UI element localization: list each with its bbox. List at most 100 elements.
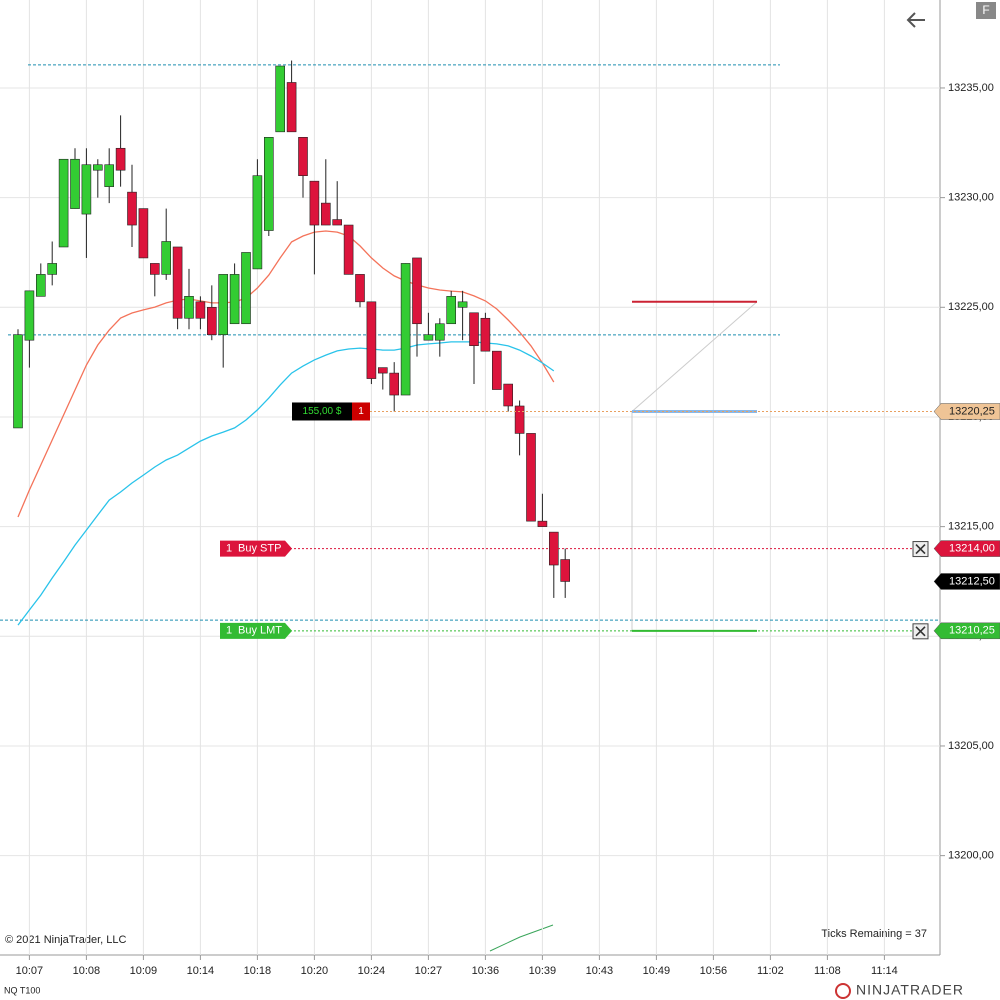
candle-body [275,65,286,133]
candle-body [537,520,548,527]
candle-body [491,350,502,390]
back-arrow[interactable] [906,12,925,28]
candle-body [172,246,183,319]
position-pnl: 155,00 $ [303,406,342,417]
x-tick-label: 10:08 [73,965,101,977]
candle-body [457,301,468,308]
order-qty: 1 [226,542,232,554]
order-price-tag [933,540,1000,557]
candle-body [195,301,206,319]
x-tick-label: 10:14 [187,965,215,977]
candle-body [286,82,297,133]
candle-body [412,257,422,325]
candle-body [503,383,514,407]
x-tick-label: 11:08 [814,965,841,977]
y-tick-label: 13225,00 [948,301,994,313]
x-tick-label: 10:20 [301,965,329,977]
copyright: © 2021 NinjaTrader, LLC [5,934,126,946]
x-tick-label: 11:02 [757,965,784,977]
candle-body [138,208,149,259]
last-price-tag [933,573,1000,590]
candle-body [241,252,251,325]
candle-body [47,263,58,275]
candle-body [526,433,536,522]
candle-body [332,219,343,226]
candle-body [252,175,263,270]
x-tick-label: 10:43 [586,965,614,977]
button-label[interactable]: F [982,3,989,17]
candle-body [81,164,92,215]
x-tick-label: 10:09 [130,965,158,977]
order-price-tag [933,622,1000,640]
brand-logo [835,983,851,999]
ma-line [17,341,555,626]
x-tick-label: 10:56 [700,965,728,977]
ticks-remaining: Ticks Remaining = 37 [821,928,927,940]
order-cancel-x[interactable] [915,626,926,637]
x-tick-label: 10:18 [244,965,272,977]
order-price: 13214,00 [949,542,995,554]
button[interactable] [976,2,996,19]
candle-body [366,301,377,379]
order-cancel-x[interactable] [915,544,926,555]
candle-body [184,296,194,319]
candle-body [207,306,217,336]
candle-body [298,137,308,176]
candle-body [13,334,23,429]
candle-body [400,263,411,396]
candle-body [229,274,240,325]
candle-body [127,191,137,226]
candle-body [70,158,80,209]
order-type: Buy LMT [238,625,282,637]
candle-body [434,323,445,341]
y-tick-label: 13200,00 [948,850,994,862]
candle-body [115,147,126,171]
candle-body [514,405,525,434]
position-qty: 1 [358,406,364,417]
instrument: NQ T100 [4,985,40,995]
candle-body [469,312,479,346]
candle-body [93,164,103,171]
order-type: Buy STP [238,542,281,554]
candle-body [377,367,388,374]
rr-connector [631,301,758,412]
candle-body [263,137,274,231]
candle-body [58,158,69,248]
candle-body [343,224,354,275]
candle-body [423,334,434,341]
position-qty-box [352,402,370,421]
candle-body [320,202,331,226]
x-tick-label: 10:39 [529,965,557,977]
order-tag [220,622,292,639]
position-price-tag [933,403,1000,420]
x-tick-label: 11:14 [871,965,898,977]
candle-body [480,317,491,352]
x-tick-label: 10:49 [643,965,671,977]
x-tick-label: 10:07 [16,965,44,977]
candle-body [104,164,114,187]
position-pnl-box [292,402,352,421]
y-tick-label: 13215,00 [948,521,994,533]
candle-body [309,180,320,226]
candle-body [161,241,171,275]
candle-body [560,559,571,582]
brand: NINJATRADER [856,982,964,998]
x-tick-label: 10:27 [415,965,443,977]
candle-body [355,274,365,303]
candle-body [35,274,46,297]
position-price: 13220,25 [949,405,995,417]
candle-body [389,372,400,396]
y-tick-label: 13235,00 [948,82,994,94]
x-tick-label: 10:36 [472,965,500,977]
order-price: 13210,25 [949,625,995,637]
candle-body [218,274,228,336]
last-price: 13212,50 [949,575,995,587]
y-tick-label: 13230,00 [948,192,994,204]
candle-body [24,290,35,341]
candle-body [446,296,457,325]
order-tag [220,540,292,557]
y-tick-label: 13205,00 [948,740,994,752]
order-qty: 1 [226,625,232,637]
